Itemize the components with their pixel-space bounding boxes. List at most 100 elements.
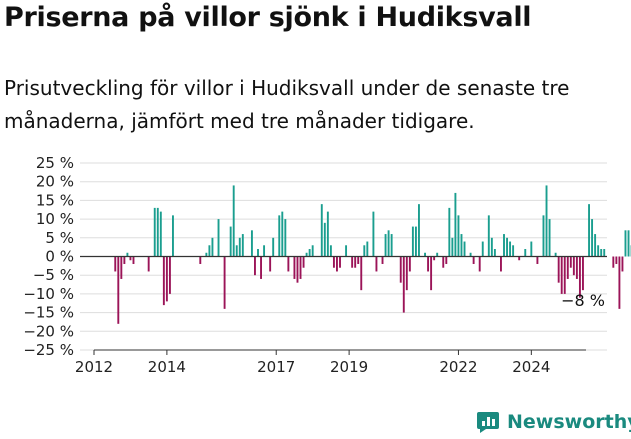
bar (542, 215, 545, 257)
bar (126, 252, 129, 257)
bar (281, 211, 284, 257)
bar (588, 204, 590, 257)
brand-name: Newsworthy (507, 411, 631, 433)
bar (381, 256, 384, 264)
bar (618, 256, 621, 309)
bar (217, 219, 220, 257)
newsworthy-logo[interactable]: Newsworthy (476, 408, 631, 436)
bar (509, 241, 512, 257)
bar (241, 234, 244, 257)
bar (506, 237, 508, 257)
bar (591, 219, 594, 257)
bar (320, 204, 323, 257)
bar (278, 215, 281, 257)
bar (621, 256, 624, 272)
bar (269, 256, 272, 272)
bar (430, 256, 433, 291)
bar (460, 234, 463, 257)
bar (503, 234, 505, 257)
bar (442, 256, 445, 268)
bar (263, 245, 266, 257)
y-tick-label: −5 % (33, 266, 74, 284)
bar (375, 256, 378, 272)
bar (229, 226, 232, 257)
y-tick-label: −15 % (23, 304, 74, 322)
x-tick-label: 2024 (512, 358, 550, 376)
bar (260, 256, 262, 279)
bar (530, 241, 533, 257)
bar (572, 256, 575, 276)
last-value-label: −8 % (561, 291, 605, 310)
bar (436, 252, 439, 257)
bar (168, 256, 171, 294)
y-tick-label: 15 % (36, 191, 74, 209)
bar (448, 207, 451, 257)
bar (557, 256, 560, 283)
bar (594, 234, 597, 257)
bar (384, 234, 387, 257)
bar (360, 256, 363, 291)
bar (536, 256, 539, 264)
bar (463, 241, 466, 257)
bar (235, 245, 238, 257)
bar (399, 256, 402, 283)
bar (569, 256, 572, 268)
bar (159, 211, 162, 257)
y-tick-label: −10 % (23, 285, 74, 303)
bar (123, 256, 126, 264)
bar (624, 230, 627, 257)
bar (345, 245, 348, 257)
bar (469, 252, 472, 257)
bar (387, 230, 390, 257)
bar (405, 256, 408, 291)
bar (339, 256, 341, 268)
bar-chart: 25 %20 %15 %10 %5 %0 %−5 %−10 %−15 %−20 … (23, 154, 631, 376)
bar (305, 252, 308, 257)
bar (165, 256, 168, 302)
bar (117, 256, 120, 324)
bar (223, 256, 226, 309)
bar (372, 211, 375, 257)
bar (363, 245, 366, 257)
y-tick-label: 10 % (36, 210, 74, 228)
bar (408, 256, 411, 272)
bar (257, 249, 259, 257)
bar (548, 219, 551, 257)
x-tick-label: 2012 (75, 358, 113, 376)
bar (326, 211, 329, 257)
bar (250, 230, 253, 257)
bar (490, 237, 493, 257)
bar (402, 256, 405, 313)
bar (351, 256, 354, 268)
bar (153, 207, 156, 257)
bar (481, 241, 484, 257)
bar (575, 256, 578, 279)
bar (563, 256, 566, 294)
bar (132, 256, 135, 264)
bar (472, 256, 475, 264)
bar (329, 245, 332, 257)
bar (418, 204, 420, 257)
bar (147, 256, 150, 272)
bar (308, 249, 311, 257)
chart-title: Priserna på villor sjönk i Hudiksvall (4, 2, 532, 33)
bar (512, 245, 515, 257)
bar (582, 256, 584, 291)
x-axis: 2012 2014 2017 2019 2022 2024 (75, 349, 586, 376)
bar (612, 256, 615, 268)
bar (627, 230, 630, 257)
bar (354, 256, 357, 268)
bar (390, 234, 393, 257)
bars (114, 185, 631, 324)
x-tick-label: 2017 (257, 358, 295, 376)
chart-subtitle: Prisutveckling för villor i Hudiksvall u… (4, 76, 570, 133)
bar (615, 256, 618, 264)
bar (162, 256, 165, 306)
y-tick-label: 0 % (45, 248, 74, 266)
bar (332, 256, 335, 268)
bar (254, 256, 256, 276)
bar (524, 249, 527, 257)
bar (302, 256, 305, 268)
bar (454, 192, 457, 257)
bar (597, 245, 600, 257)
